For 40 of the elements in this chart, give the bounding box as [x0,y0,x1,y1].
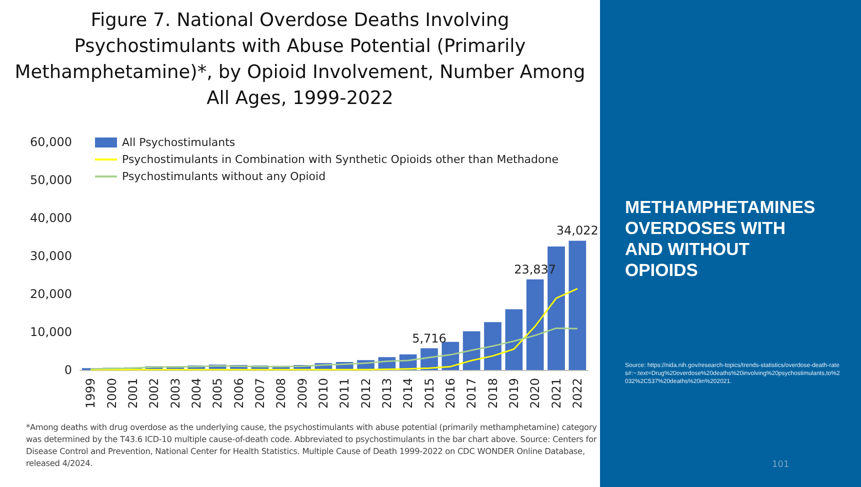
x-tick-label: 2014 [401,378,416,409]
x-tick-label: 2002 [147,378,162,409]
x-tick-label: 2012 [358,378,373,409]
x-tick-label: 1999 [84,378,98,409]
x-tick-label: 2009 [295,378,310,409]
x-tick-label: 2001 [126,378,140,409]
x-tick-label: 2011 [338,378,352,409]
x-tick-label: 2022 [570,378,584,409]
x-tick-label: 2013 [380,378,394,409]
x-tick-label: 2008 [274,378,288,409]
y-tick-label: 20,000 [30,287,72,301]
x-tick-label: 2019 [506,378,521,409]
x-tick-label: 2021 [549,378,564,409]
x-tick-label: 2006 [232,378,246,409]
x-tick-label: 2005 [210,378,225,409]
y-tick-label: 30,000 [30,249,72,263]
x-tick-label: 2016 [443,378,458,409]
y-tick-label: 0 [64,363,72,377]
x-tick-label: 2010 [316,378,330,409]
text: *Among deaths with drug overdose as the underlying cause, the psychostimulants with abuse potential (primarily methamphetamine) category was determined by the T43.6 ICD-10 multiple cause-of-death code. Abbreviated to psychostimulants in the bar chart above. Source: Centers for Disease Control and Prevention, National Center for Health Statistics. Multiple Cause of Death 1999-2022 on CDC WONDER Online Database, released 4/2024. [26,421,598,469]
chart-title: Figure 7. National Overdose Deaths Involving Psychostimulants with Abuse Potential (Primarily Methamphetamine)*, by Opioid Involvement, Number Among All Ages, 1999-2022 [14,9,586,111]
y-tick-label: 10,000 [30,325,72,339]
y-tick-label: 50,000 [30,173,72,187]
data-label: 5,716 [412,331,446,346]
x-tick-label: 2020 [528,378,542,409]
x-tick-label: 2003 [168,378,182,409]
y-tick-label: 60,000 [30,135,72,149]
legend-label: All Psychostimulants [122,136,236,149]
text: METHAMPHETAMINES OVERDOSES WITH AND WITHOUT OPIOIDS [625,197,816,280]
x-tick-label: 2000 [104,378,119,409]
x-tick-label: 2007 [252,378,267,409]
x-tick-label: 2017 [464,378,479,409]
legend-label: Psychostimulants in Combination with Synthetic Opioids other than Methadone [122,153,559,166]
data-label: 34,022 [556,224,598,238]
x-tick-label: 2004 [189,378,204,409]
x-tick-label: 2015 [422,378,436,409]
legend-label: Psychostimulants without any Opioid [122,170,326,183]
y-tick-label: 40,000 [30,211,72,225]
text: 101 [772,460,790,470]
x-tick-label: 2018 [486,378,500,409]
